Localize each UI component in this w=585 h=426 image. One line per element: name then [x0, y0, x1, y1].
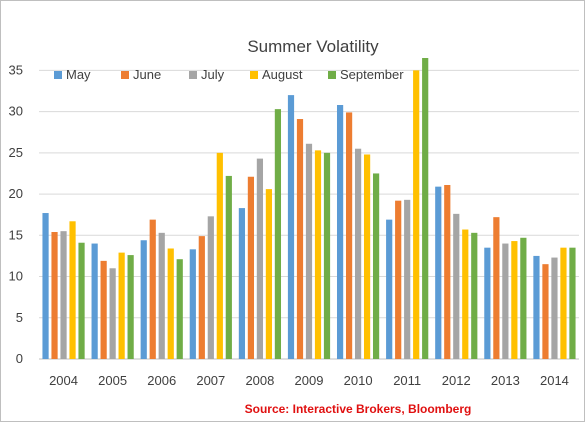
bar-august-2011 [413, 70, 420, 359]
x-tick-label: 2009 [295, 373, 324, 388]
bar-september-2013 [520, 237, 527, 359]
bar-june-2010 [345, 112, 353, 359]
bar-june-2005 [100, 260, 107, 359]
bars [42, 58, 576, 359]
x-tick-label: 2012 [442, 373, 471, 388]
bar-august-2005 [118, 252, 125, 359]
legend: May June July August September [54, 67, 404, 82]
bar-may-2010 [336, 105, 344, 359]
bar-may-2012 [435, 186, 442, 359]
bar-august-2006 [167, 248, 174, 359]
bar-may-2009 [287, 95, 295, 359]
bar-june-2004 [51, 232, 58, 359]
bar-september-2006 [176, 259, 183, 359]
bar-may-2014 [533, 255, 540, 359]
bar-june-2008 [247, 176, 255, 359]
source-note: Source: Interactive Brokers, Bloomberg [245, 402, 472, 416]
y-tick-label: 10 [9, 269, 23, 284]
bar-july-2009 [305, 143, 313, 359]
bar-september-2005 [127, 255, 134, 359]
y-tick-label: 35 [9, 62, 23, 77]
bar-july-2008 [256, 158, 264, 359]
bar-august-2007 [216, 152, 223, 359]
legend-label-september: September [340, 67, 404, 82]
x-tick-label: 2004 [49, 373, 78, 388]
bar-july-2014 [551, 257, 558, 359]
x-tick-label: 2013 [491, 373, 520, 388]
bar-september-2007 [225, 175, 232, 359]
bar-july-2004 [60, 231, 67, 359]
bar-september-2011 [422, 58, 429, 359]
legend-swatch-june [121, 71, 129, 79]
bar-august-2009 [314, 150, 322, 359]
bar-july-2006 [158, 232, 165, 359]
x-tick-label: 2010 [344, 373, 373, 388]
bar-may-2007 [189, 249, 196, 359]
x-axis: 2004 2005 2006 2007 2008 2009 2010 2011 2012 2013… [49, 373, 569, 388]
bar-june-2011 [395, 200, 402, 359]
bar-may-2004 [42, 213, 49, 359]
legend-label-may: May [66, 67, 91, 82]
y-tick-label: 15 [9, 227, 23, 242]
bar-august-2013 [511, 241, 518, 359]
bar-september-2004 [78, 242, 85, 359]
bar-june-2006 [149, 219, 156, 359]
x-tick-label: 2007 [196, 373, 225, 388]
bar-september-2008 [274, 109, 282, 359]
bar-may-2011 [386, 219, 393, 359]
bar-august-2012 [462, 229, 469, 359]
bar-july-2012 [453, 213, 460, 359]
bar-september-2010 [372, 173, 380, 359]
bar-july-2011 [404, 199, 411, 359]
bar-august-2008 [265, 189, 273, 359]
bar-august-2014 [560, 247, 567, 359]
bar-may-2006 [140, 240, 147, 359]
legend-swatch-may [54, 71, 62, 79]
bar-august-2004 [69, 221, 76, 359]
x-tick-label: 2014 [540, 373, 569, 388]
chart-title: Summer Volatility [247, 37, 379, 56]
x-tick-label: 2005 [98, 373, 127, 388]
x-tick-label: 2011 [393, 373, 421, 388]
bar-june-2009 [296, 119, 304, 359]
bar-may-2008 [238, 208, 246, 359]
bar-july-2007 [207, 216, 214, 359]
bar-june-2012 [444, 184, 451, 359]
legend-swatch-september [328, 71, 336, 79]
legend-label-july: July [201, 67, 225, 82]
bar-september-2012 [471, 232, 478, 359]
legend-swatch-july [189, 71, 197, 79]
legend-swatch-august [250, 71, 258, 79]
bar-july-2005 [109, 268, 116, 359]
x-tick-label: 2008 [245, 373, 274, 388]
x-tick-label: 2006 [147, 373, 176, 388]
bar-may-2013 [484, 247, 491, 359]
bar-may-2005 [91, 243, 98, 359]
bar-june-2014 [542, 264, 549, 359]
legend-label-june: June [133, 67, 161, 82]
bar-august-2010 [363, 154, 371, 359]
y-tick-label: 0 [16, 351, 23, 366]
bar-july-2013 [502, 243, 509, 359]
bar-june-2013 [493, 217, 500, 359]
y-tick-label: 25 [9, 145, 23, 160]
legend-label-august: August [262, 67, 303, 82]
bar-june-2007 [198, 236, 205, 359]
bar-september-2009 [323, 152, 331, 359]
y-tick-label: 20 [9, 186, 23, 201]
y-axis: 0 5 10 15 20 25 30 35 [9, 62, 23, 366]
bar-september-2014 [569, 247, 576, 359]
y-tick-label: 30 [9, 104, 23, 119]
y-tick-label: 5 [16, 310, 23, 325]
bar-july-2010 [354, 148, 362, 359]
